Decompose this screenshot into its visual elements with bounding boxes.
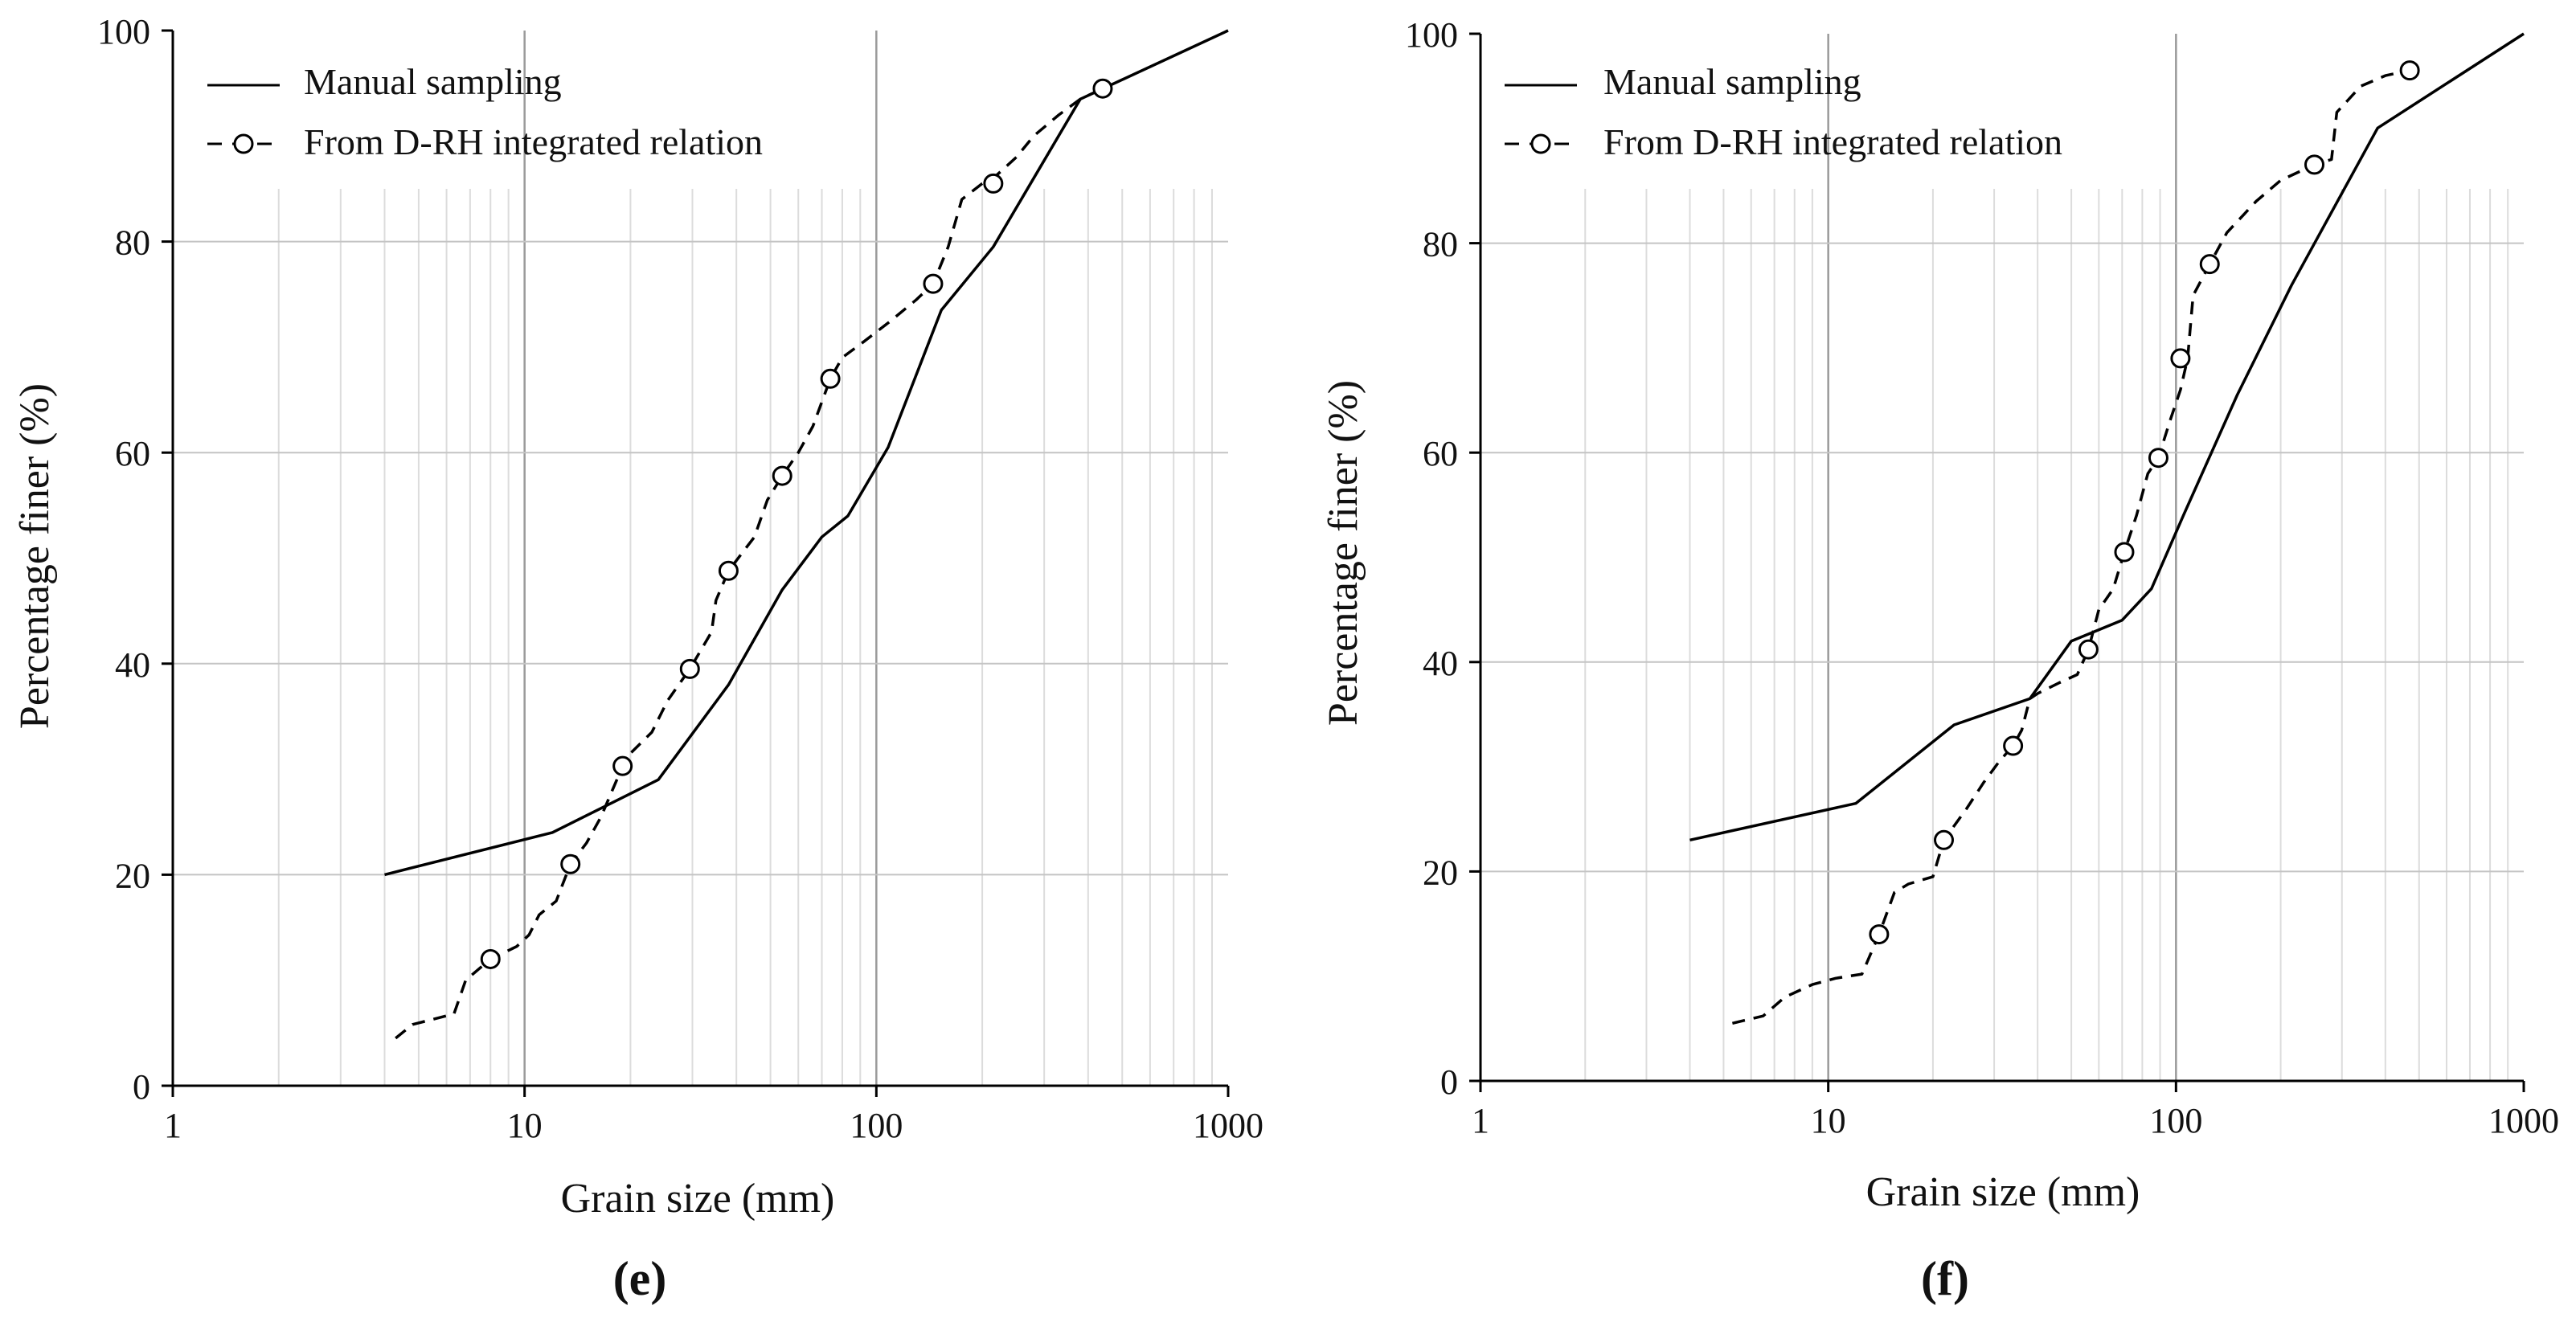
data-point-marker bbox=[2003, 735, 2024, 756]
x-tick-label: 1000 bbox=[2488, 1101, 2559, 1140]
legend: Manual sampling From D-RH integrated rel… bbox=[1505, 61, 2062, 162]
x-tick-label: 1 bbox=[1472, 1101, 1489, 1140]
data-point-marker bbox=[820, 368, 841, 389]
x-tick-label: 10 bbox=[507, 1106, 543, 1145]
y-tick-label: 40 bbox=[115, 645, 150, 685]
chart-panel-f: 1 10 100 1000 0 20 40 60 80 100 Manual sampling … bbox=[1321, 15, 2559, 1305]
x-tick-labels: 1 10 100 1000 bbox=[1472, 1101, 2559, 1140]
data-point-marker bbox=[1869, 924, 1890, 945]
x-tick-label: 100 bbox=[2149, 1101, 2202, 1140]
axes-frame bbox=[1469, 32, 2525, 1092]
series-layer bbox=[1689, 32, 2525, 1025]
x-tick-label: 100 bbox=[850, 1106, 903, 1145]
data-point-marker bbox=[480, 948, 501, 969]
y-tick-label: 80 bbox=[115, 223, 150, 263]
panel-label-e: (e) bbox=[613, 1252, 667, 1305]
x-tick-label: 10 bbox=[1811, 1101, 1846, 1140]
legend-marker-drh bbox=[233, 133, 254, 154]
series-line-drh-relation bbox=[395, 87, 1104, 1040]
data-point-marker bbox=[2399, 60, 2420, 81]
legend-marker-drh bbox=[1530, 133, 1551, 154]
y-tick-label: 20 bbox=[115, 856, 150, 895]
data-point-marker bbox=[560, 853, 581, 874]
axes-frame bbox=[162, 29, 1230, 1097]
y-tick-label: 0 bbox=[1440, 1062, 1458, 1102]
y-axis-label: Percentage finer (%) bbox=[1321, 380, 1366, 726]
series-line-manual-sampling bbox=[384, 29, 1229, 877]
data-point-marker bbox=[923, 273, 944, 294]
data-point-marker bbox=[679, 658, 700, 679]
data-point-marker bbox=[2170, 348, 2191, 369]
legend-label-drh: From D-RH integrated relation bbox=[1603, 121, 2062, 162]
y-tick-label: 100 bbox=[1405, 15, 1458, 55]
y-tick-label: 20 bbox=[1423, 853, 1458, 892]
data-point-marker bbox=[2148, 448, 2169, 469]
data-point-marker bbox=[1934, 829, 1955, 850]
data-point-marker bbox=[2078, 639, 2099, 660]
y-tick-label: 80 bbox=[1423, 225, 1458, 264]
data-point-marker bbox=[612, 755, 633, 776]
data-point-marker bbox=[2304, 154, 2325, 175]
y-tick-labels: 0 20 40 60 80 100 bbox=[1405, 15, 1458, 1102]
x-tick-label: 1 bbox=[164, 1106, 182, 1145]
y-tick-label: 40 bbox=[1423, 644, 1458, 683]
data-point-marker bbox=[983, 173, 1004, 194]
x-axis-label: Grain size (mm) bbox=[1866, 1169, 2140, 1215]
series-line-manual-sampling bbox=[1689, 32, 2525, 842]
data-point-marker bbox=[2114, 542, 2135, 563]
y-tick-label: 100 bbox=[97, 12, 150, 51]
y-tick-label: 60 bbox=[1423, 434, 1458, 473]
x-tick-labels: 1 10 100 1000 bbox=[164, 1106, 1263, 1145]
y-tick-labels: 0 20 40 60 80 100 bbox=[97, 12, 150, 1107]
legend-label-manual: Manual sampling bbox=[1603, 61, 1861, 102]
series-layer bbox=[384, 29, 1229, 1040]
grid-lines bbox=[1480, 34, 2524, 1081]
y-tick-label: 60 bbox=[115, 434, 150, 473]
x-tick-label: 1000 bbox=[1193, 1106, 1263, 1145]
y-tick-label: 0 bbox=[133, 1067, 150, 1107]
y-axis-label: Percentage finer (%) bbox=[12, 383, 58, 729]
panel-label-f: (f) bbox=[1921, 1252, 1969, 1305]
data-point-marker bbox=[772, 465, 792, 486]
x-axis-label: Grain size (mm) bbox=[561, 1176, 835, 1222]
legend: Manual sampling From D-RH integrated rel… bbox=[207, 61, 763, 162]
grid-lines bbox=[173, 31, 1228, 1086]
legend-label-drh: From D-RH integrated relation bbox=[304, 121, 763, 162]
data-point-marker bbox=[718, 560, 739, 581]
data-point-marker bbox=[2199, 254, 2220, 275]
data-point-marker bbox=[1092, 78, 1113, 99]
chart-panel-e: 1 10 100 1000 0 20 40 60 80 100 Manual sampling … bbox=[12, 12, 1263, 1305]
legend-label-manual: Manual sampling bbox=[304, 61, 562, 102]
